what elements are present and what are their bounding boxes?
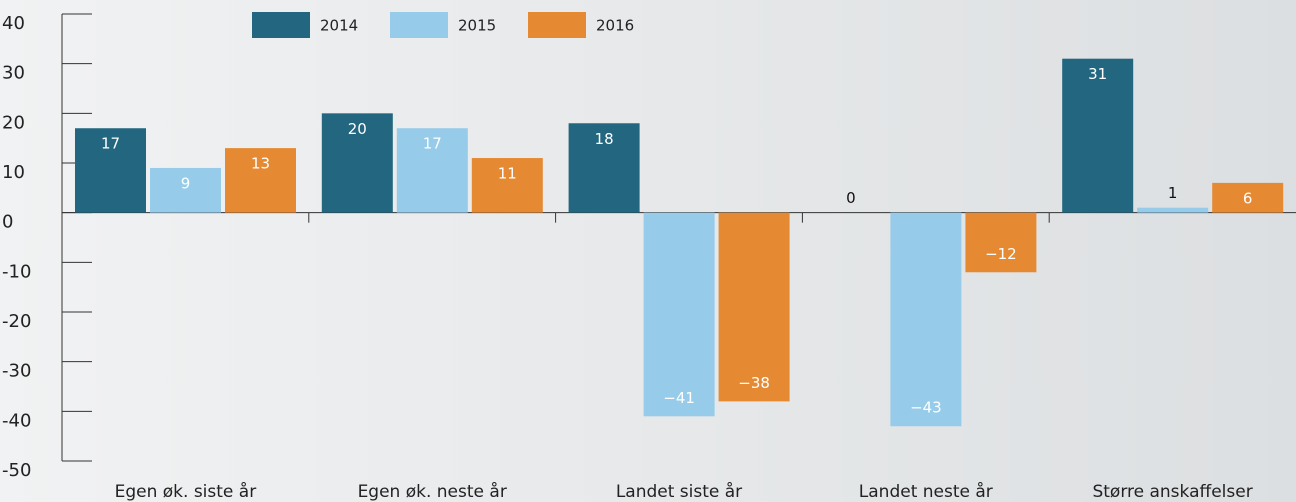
legend-swatch xyxy=(390,12,448,38)
bar xyxy=(150,167,221,213)
y-tick-label: -20 xyxy=(2,311,31,332)
bar xyxy=(225,148,296,213)
x-tick-label: Større anskaffelser xyxy=(1092,482,1252,502)
y-tick-label: -10 xyxy=(2,261,31,282)
y-tick-label: 10 xyxy=(2,162,25,183)
bar xyxy=(643,212,715,417)
data-label: 0 xyxy=(846,189,856,207)
data-label: 31 xyxy=(1088,65,1107,83)
data-label: −41 xyxy=(663,389,695,407)
y-tick-label: 0 xyxy=(2,212,13,233)
data-label: −43 xyxy=(910,399,942,417)
bar xyxy=(568,123,640,213)
data-label: 1 xyxy=(1168,184,1178,202)
x-tick-label: Egen øk. siste år xyxy=(115,481,257,502)
bar xyxy=(718,212,790,402)
y-tick-label: 20 xyxy=(2,112,25,133)
data-label: 20 xyxy=(348,120,367,138)
legend-swatch xyxy=(528,12,586,38)
x-tick-label: Landet neste år xyxy=(859,481,993,502)
data-label: −12 xyxy=(985,245,1017,263)
legend-label: 2015 xyxy=(458,17,496,35)
bar xyxy=(75,128,146,213)
data-label: 9 xyxy=(181,174,191,192)
bar xyxy=(396,128,468,213)
data-label: 17 xyxy=(101,135,120,153)
data-label: 6 xyxy=(1243,189,1253,207)
data-label: 17 xyxy=(423,135,442,153)
y-tick-label: -40 xyxy=(2,410,31,431)
legend-label: 2014 xyxy=(320,17,358,35)
y-tick-label: -30 xyxy=(2,361,31,382)
x-tick-label: Egen øk. neste år xyxy=(358,481,507,502)
data-label: 18 xyxy=(595,130,614,148)
y-tick-label: -50 xyxy=(2,460,31,481)
legend-swatch xyxy=(252,12,310,38)
bar xyxy=(321,113,393,213)
bar xyxy=(1062,58,1134,213)
bar xyxy=(1137,207,1209,213)
data-label: 11 xyxy=(498,165,517,183)
y-tick-label: 30 xyxy=(2,63,25,84)
bar xyxy=(890,212,962,427)
bar xyxy=(471,158,543,213)
data-label: 13 xyxy=(251,155,270,173)
y-tick-label: 40 xyxy=(2,13,25,34)
bar xyxy=(965,212,1037,273)
legend-label: 2016 xyxy=(596,17,634,35)
data-label: −38 xyxy=(738,374,770,392)
bar xyxy=(1212,182,1284,213)
x-tick-label: Landet siste år xyxy=(616,481,742,502)
